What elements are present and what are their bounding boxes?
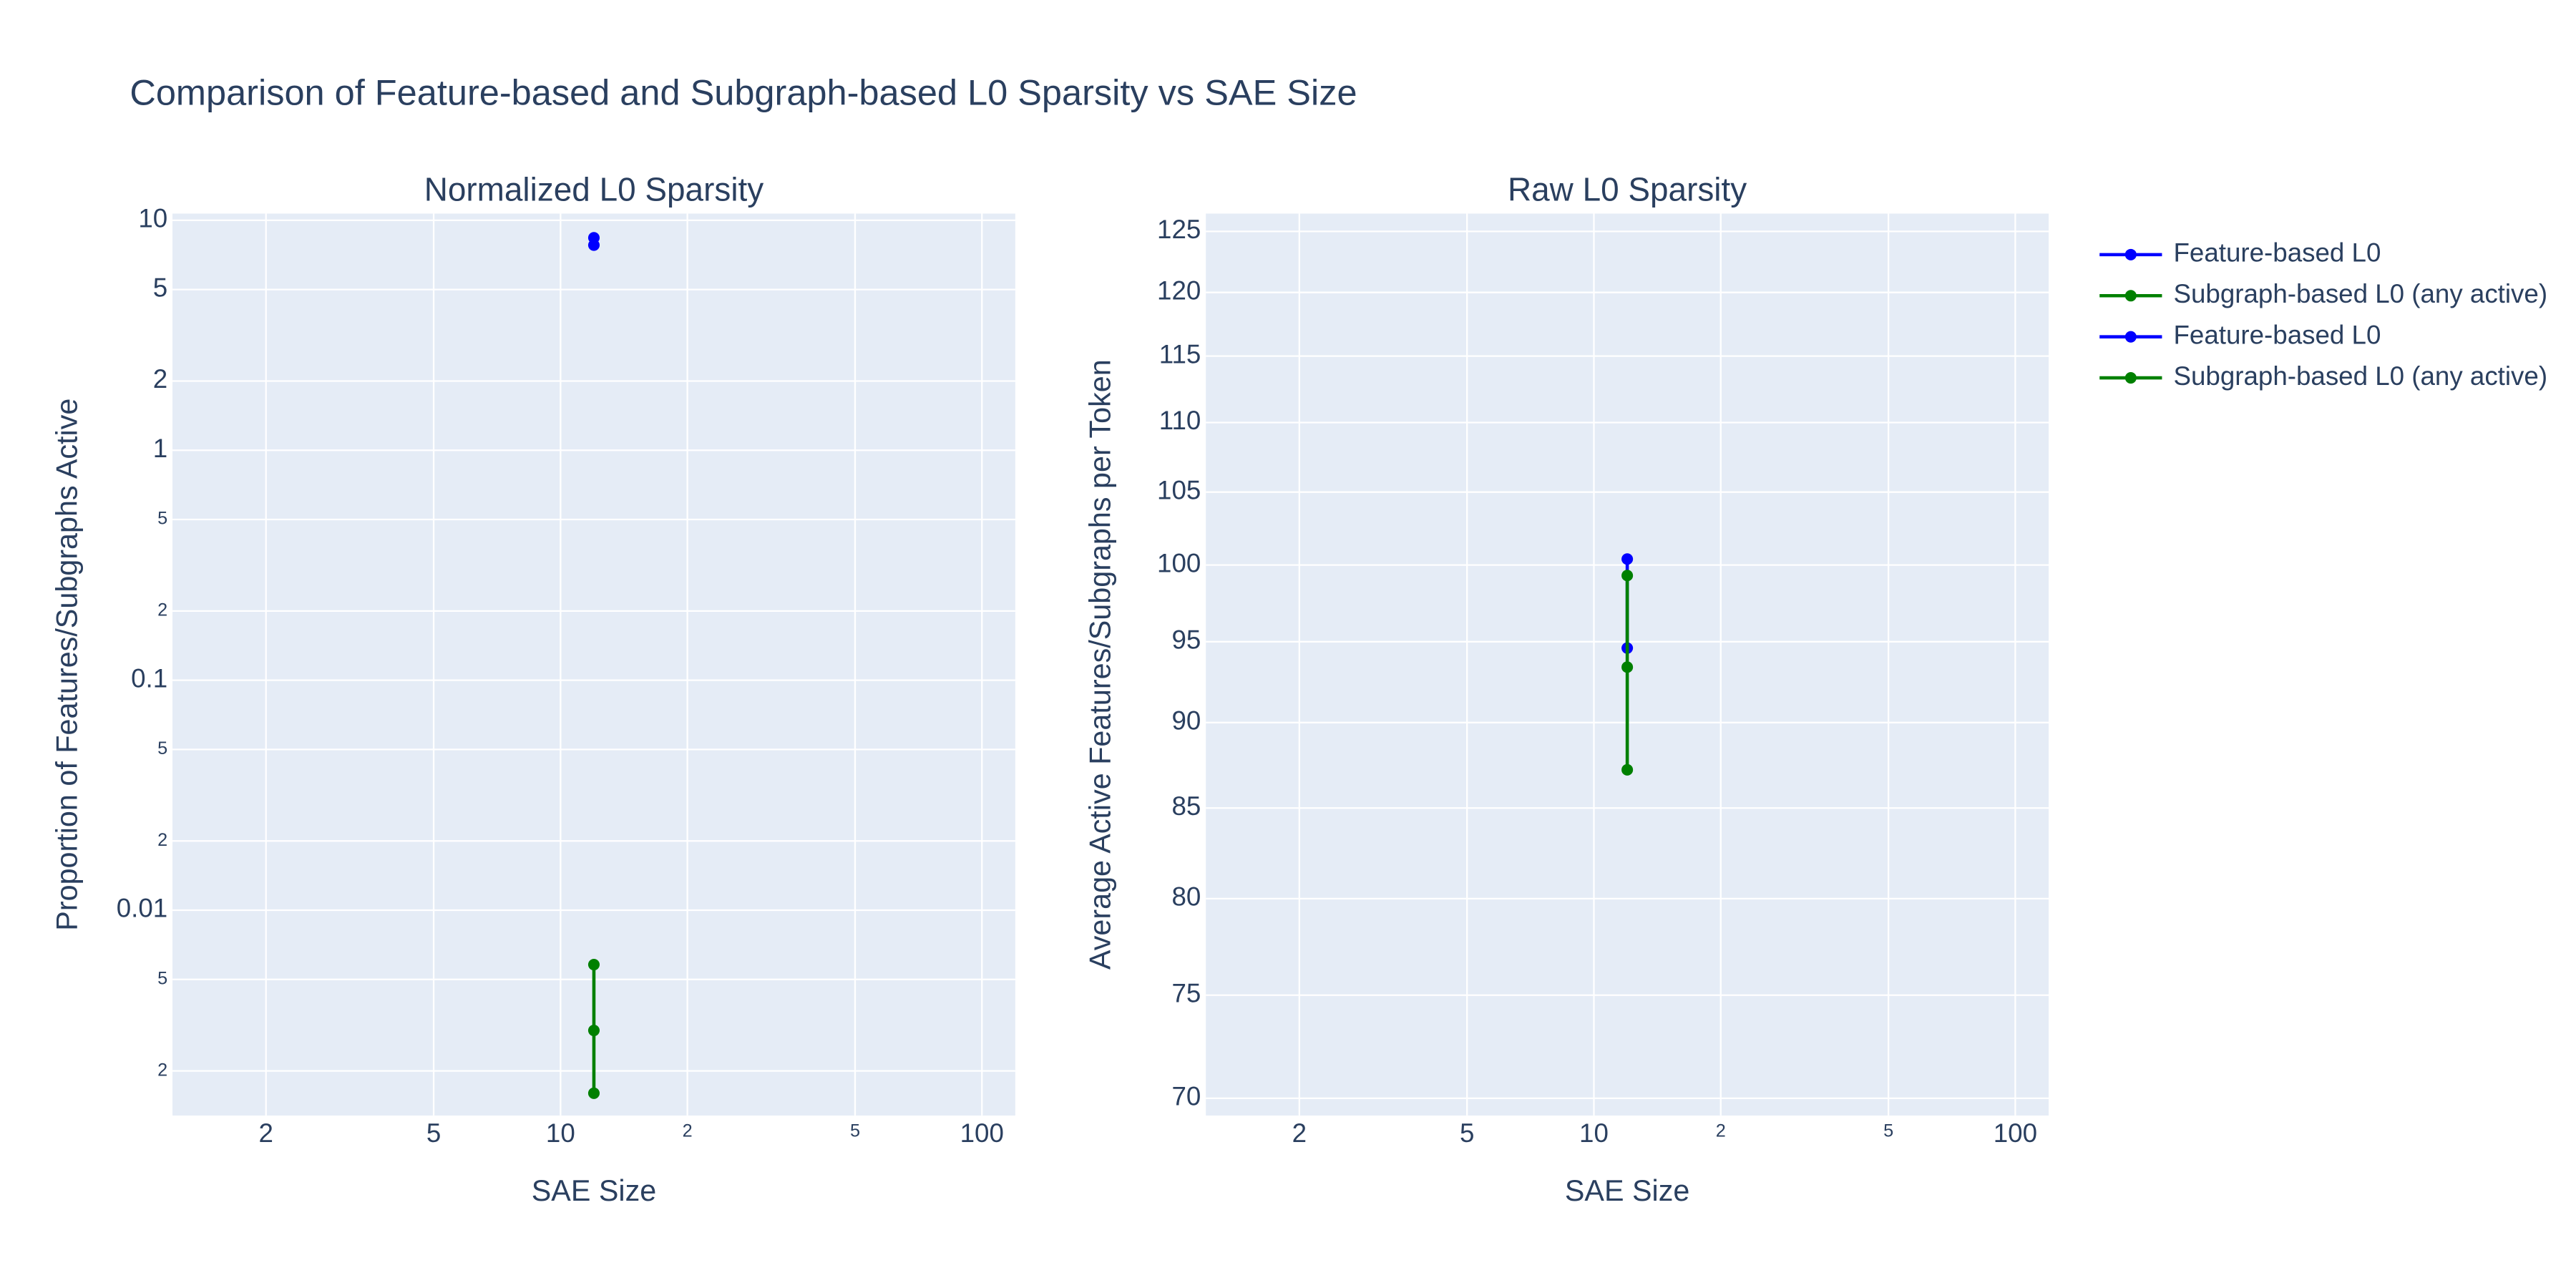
y-tick-label: 0.1 xyxy=(131,663,167,693)
chart-title: Comparison of Feature-based and Subgraph… xyxy=(130,72,1357,113)
y-axis-title: Average Active Features/Subgraphs per To… xyxy=(1083,359,1116,970)
data-point xyxy=(587,959,600,971)
x-axis-title: SAE Size xyxy=(1565,1174,1690,1207)
data-point xyxy=(1621,661,1634,673)
legend-label: Feature-based L0 xyxy=(2174,320,2381,349)
subplot-title: Raw L0 Sparsity xyxy=(1508,171,1747,208)
y-tick-label: 90 xyxy=(1171,706,1201,735)
y-tick-label: 105 xyxy=(1157,475,1201,504)
y-tick-label: 2 xyxy=(157,1060,167,1080)
y-tick-label: 5 xyxy=(157,738,167,758)
legend-label: Subgraph-based L0 (any active) xyxy=(2174,361,2548,391)
y-axis-title: Proportion of Features/Subgraphs Active xyxy=(50,399,83,931)
x-tick-label: 100 xyxy=(960,1118,1004,1148)
y-tick-label: 2 xyxy=(157,830,167,850)
legend-label: Subgraph-based L0 (any active) xyxy=(2174,279,2548,308)
x-tick-label: 2 xyxy=(1292,1118,1307,1148)
x-tick-label: 5 xyxy=(426,1118,441,1148)
y-tick-label: 10 xyxy=(138,204,167,233)
x-tick-label: 2 xyxy=(259,1118,273,1148)
x-tick-label: 10 xyxy=(1579,1118,1609,1148)
y-tick-label: 2 xyxy=(157,600,167,620)
y-tick-label: 0.01 xyxy=(117,894,167,923)
y-tick-label: 5 xyxy=(157,968,167,988)
data-point xyxy=(587,1025,600,1037)
y-tick-label: 80 xyxy=(1171,882,1201,912)
y-tick-label: 85 xyxy=(1171,791,1201,821)
x-tick-label: 10 xyxy=(546,1118,575,1148)
y-tick-label: 110 xyxy=(1159,406,1201,435)
y-tick-label: 100 xyxy=(1157,548,1201,577)
y-tick-label: 5 xyxy=(157,509,167,529)
x-tick-label: 5 xyxy=(850,1121,860,1141)
legend-marker xyxy=(2124,372,2137,384)
legend-marker xyxy=(2124,290,2137,302)
data-point xyxy=(1621,763,1634,776)
legend-label: Feature-based L0 xyxy=(2174,238,2381,268)
x-tick-label: 5 xyxy=(1460,1118,1474,1148)
x-axis-title: SAE Size xyxy=(532,1174,657,1207)
data-point xyxy=(587,239,600,251)
data-point xyxy=(1621,570,1634,582)
y-tick-label: 120 xyxy=(1157,275,1201,305)
y-tick-label: 2 xyxy=(153,364,167,394)
y-tick-label: 125 xyxy=(1157,215,1201,244)
legend-marker xyxy=(2124,248,2137,260)
data-point xyxy=(587,1087,600,1099)
y-tick-label: 95 xyxy=(1171,625,1201,655)
x-tick-label: 5 xyxy=(1883,1121,1893,1141)
y-tick-label: 70 xyxy=(1171,1082,1201,1111)
y-tick-label: 75 xyxy=(1171,978,1201,1008)
subplot-title: Normalized L0 Sparsity xyxy=(424,171,764,208)
x-tick-label: 2 xyxy=(683,1121,693,1141)
y-tick-label: 5 xyxy=(153,273,167,302)
x-tick-label: 2 xyxy=(1716,1121,1726,1141)
data-point xyxy=(1621,553,1634,565)
y-tick-label: 1 xyxy=(153,434,167,463)
y-tick-label: 115 xyxy=(1159,339,1201,369)
x-tick-label: 100 xyxy=(1994,1118,2037,1148)
legend-marker xyxy=(2124,331,2137,343)
